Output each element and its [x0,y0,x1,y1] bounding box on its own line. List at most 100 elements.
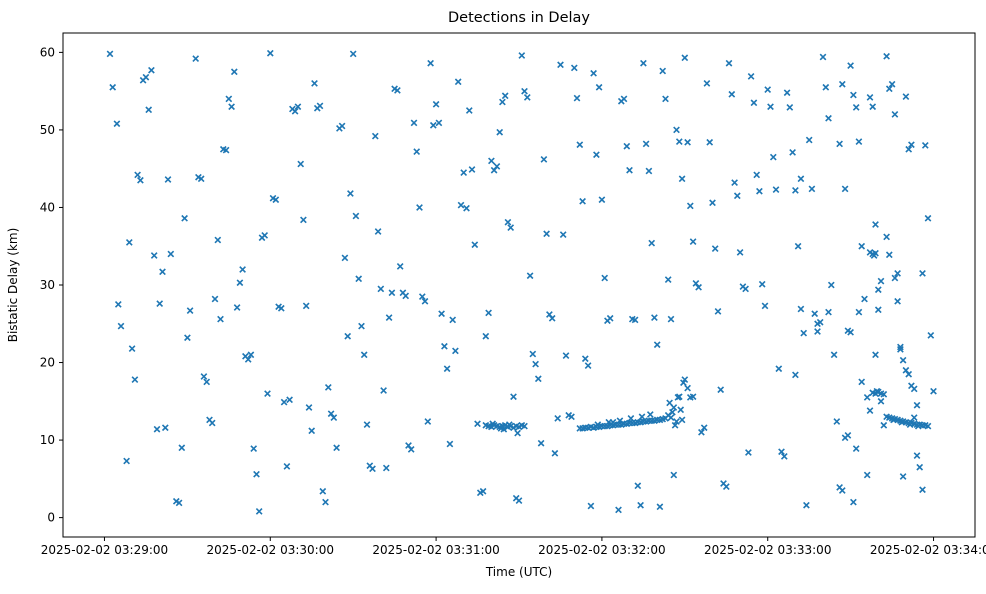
scatter-point [114,301,122,308]
scatter-point [316,102,324,110]
scatter-point [286,396,293,404]
scatter-point [333,444,340,452]
scatter-point [253,470,260,478]
scatter-point [905,145,913,153]
scatter-point [322,498,329,506]
scatter-point [416,204,423,211]
scatter-point [418,293,426,300]
scatter-point [769,153,777,161]
scatter-point [670,404,678,411]
scatter-point [816,318,824,326]
scatter-point [778,448,785,456]
scatter-point [767,103,774,111]
scatter-point [590,69,597,77]
scatter-point [186,307,194,314]
scatter-point [827,281,835,289]
scatter-point [919,486,926,494]
scatter-point [678,416,686,424]
scatter-point [623,142,631,150]
scatter-point [722,483,730,490]
scatter-point [891,111,899,118]
scatter-point [305,404,313,411]
scatter-point [236,279,244,287]
scatter-point [728,90,736,98]
scatter-point [474,420,481,428]
scatter-point [880,421,888,429]
scatter-point [800,329,808,337]
scatter-point [134,171,141,179]
scatter-point [137,176,144,184]
scatter-point [499,98,506,106]
scatter-point [424,418,432,425]
scatter-point [698,428,705,436]
scatter-point [407,446,415,453]
scatter-point [847,328,854,336]
scatter-point [659,67,667,75]
y-axis-label: Bistatic Delay (km) [6,228,20,343]
scatter-point [797,175,805,183]
scatter-point [885,251,893,259]
scatter-point [684,138,691,146]
scatter-point [761,302,769,310]
scatter-point [894,297,901,305]
scatter-point [543,230,550,238]
scatter-point [203,378,211,386]
scatter-point [872,351,879,359]
scatter-point [581,355,589,363]
scatter-point [877,397,885,405]
scatter-point [634,482,642,490]
scatter-point [855,308,863,316]
scatter-point [211,295,219,303]
scatter-point [402,292,410,300]
scatter-point [460,169,468,176]
scatter-point [200,373,208,380]
scatter-point [266,49,274,57]
scatter-point [874,286,882,294]
scatter-point [852,104,860,111]
scatter-point [714,308,722,315]
scatter-point [811,310,819,318]
scatter-point [319,487,327,495]
scatter-point [521,422,528,430]
scatter-point [324,384,332,391]
scatter-point [825,114,832,122]
scatter-point [534,375,542,383]
scatter-point [570,64,578,72]
y-tick-label: 20 [40,356,55,370]
scatter-point [493,163,501,170]
scatter-point [689,238,697,245]
scatter-point [825,308,832,316]
scatter-point [197,175,205,183]
scatter-point [905,370,913,378]
scatter-point [526,272,534,280]
scatter-point [916,463,924,471]
scatter-point [385,314,393,321]
y-axis: 0 10 20 30 40 50 60 [40,45,63,525]
scatter-point [711,245,719,252]
scatter-point [855,138,863,145]
scatter-point [861,295,868,303]
scatter-point [514,429,521,437]
scatter-point [736,249,744,256]
x-tick-label: 2025-02-02 03:31:00 [372,543,499,557]
scatter-point [858,378,866,386]
scatter-point [872,249,879,257]
scatter-point [838,80,846,88]
scatter-point [783,89,791,97]
scatter-point [863,471,871,479]
scatter-point [521,87,528,95]
scatter-point [786,104,794,111]
scatter-point [830,351,838,359]
plot-area [62,32,976,538]
scatter-point [838,487,846,494]
x-axis: 2025-02-02 03:29:00 2025-02-02 03:30:00 20… [41,537,986,557]
scatter-point [620,95,628,103]
scatter-point [692,280,700,287]
scatter-point [302,302,310,310]
scatter-point [294,103,302,111]
scatter-point [803,501,810,509]
scatter-point [297,160,305,168]
scatter-point [208,419,216,427]
scatter-point [897,346,904,353]
scatter-point [598,196,606,204]
